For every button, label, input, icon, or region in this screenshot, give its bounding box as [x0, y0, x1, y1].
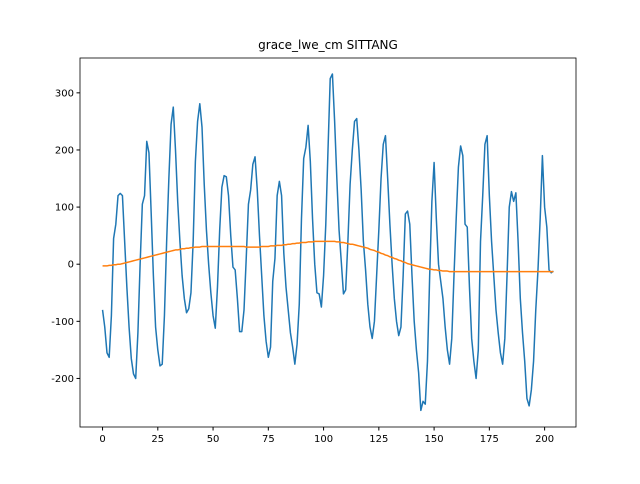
x-tick-label: 25 [151, 434, 164, 445]
x-tick-label: 50 [207, 434, 220, 445]
x-tick-label: 100 [314, 434, 333, 445]
y-tick-label: 0 [68, 260, 74, 271]
y-tick-label: 300 [55, 88, 74, 99]
x-tick-label: 125 [369, 434, 388, 445]
y-tick-label: -200 [51, 374, 74, 385]
x-tick-label: 0 [99, 434, 105, 445]
x-tick-label: 75 [262, 434, 275, 445]
y-tick-label: 200 [55, 145, 74, 156]
y-tick-label: 100 [55, 203, 74, 214]
axes-frame [79, 57, 577, 428]
series-line [102, 240, 554, 273]
series-line [101, 73, 554, 412]
x-tick-label: 175 [480, 434, 499, 445]
x-tick-label: 150 [425, 434, 444, 445]
x-tick-label: 200 [535, 434, 554, 445]
chart-title: grace_lwe_cm SITTANG [258, 38, 398, 52]
y-tick-label: -100 [51, 317, 74, 328]
